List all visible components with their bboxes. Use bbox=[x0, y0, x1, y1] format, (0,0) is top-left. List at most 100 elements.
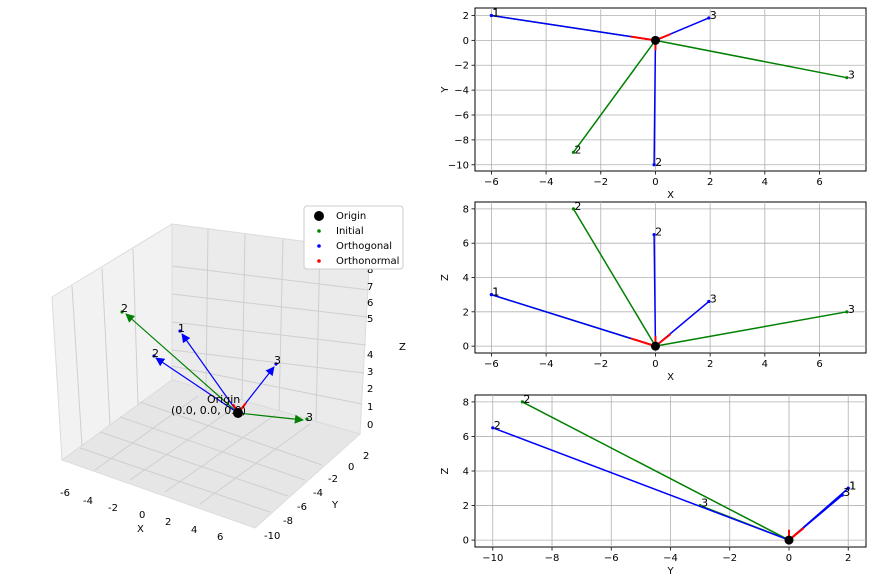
legend-initial: Initial bbox=[336, 226, 364, 237]
point-label: 2 bbox=[574, 143, 581, 156]
point-label: 3 bbox=[843, 486, 850, 499]
y-tick-label: 0 bbox=[463, 36, 469, 47]
series-initial-point bbox=[845, 310, 849, 314]
legend-origin-marker bbox=[314, 211, 324, 221]
point-label: 2 bbox=[655, 226, 662, 239]
x-axis-label-3d: X bbox=[137, 524, 144, 535]
y-tick-label: 6 bbox=[463, 432, 469, 443]
series-orthogonal-point bbox=[840, 493, 844, 497]
svg-text:-10: -10 bbox=[264, 531, 280, 542]
series-initial-segment bbox=[655, 39, 848, 79]
y-tick-label: 0 bbox=[463, 536, 469, 547]
origin-point-3d bbox=[233, 408, 243, 418]
vec3d-label: 2 bbox=[152, 347, 159, 360]
series-initial-point bbox=[845, 76, 849, 80]
x-tick-label: 2 bbox=[707, 359, 713, 370]
origin-point bbox=[650, 341, 660, 351]
series-initial-point bbox=[571, 150, 576, 154]
x-tick-label: −2 bbox=[722, 553, 737, 564]
x-tick-label: −10 bbox=[482, 553, 503, 564]
point-label: 3 bbox=[701, 497, 708, 510]
y-tick-label: 2 bbox=[463, 307, 469, 318]
svg-text:0: 0 bbox=[348, 462, 354, 473]
chart-3d: 2 1 2 3 3 Origin (0.0, 0.0, 0.0) -6 -4 -… bbox=[51, 205, 406, 543]
y-axis-label: Y bbox=[440, 86, 451, 94]
series-orthogonal-segment bbox=[492, 427, 790, 541]
svg-text:-2: -2 bbox=[328, 474, 338, 485]
series-initial-segment bbox=[655, 311, 847, 347]
series-orthogonal-segment bbox=[653, 40, 657, 165]
svg-text:-6: -6 bbox=[297, 502, 307, 513]
y-tick-label: −4 bbox=[454, 86, 469, 97]
series-initial-segment bbox=[572, 208, 657, 347]
x-axis-label: Y bbox=[666, 566, 674, 577]
y-axis-label: Z bbox=[440, 467, 451, 474]
point-label: 2 bbox=[494, 419, 501, 432]
x-tick-label: 0 bbox=[652, 177, 658, 188]
svg-text:4: 4 bbox=[191, 525, 197, 536]
series-initial-segment bbox=[572, 39, 657, 153]
series-initial-point bbox=[571, 207, 576, 211]
y-tick-label: 2 bbox=[463, 11, 469, 22]
point3d bbox=[274, 362, 278, 366]
origin-point bbox=[650, 35, 660, 45]
point-label: 1 bbox=[849, 479, 856, 492]
x-tick-label: −2 bbox=[593, 359, 608, 370]
series-orthogonal-point bbox=[491, 426, 495, 430]
series-orthogonal-point bbox=[652, 163, 656, 167]
x-tick-label: −4 bbox=[539, 359, 554, 370]
legend-orthonormal-marker bbox=[317, 259, 321, 263]
svg-text:8: 8 bbox=[367, 265, 373, 276]
legend-orthonormal: Orthonormal bbox=[336, 256, 399, 267]
series-orthogonal-point bbox=[489, 13, 494, 18]
x-tick-label: −4 bbox=[663, 553, 678, 564]
svg-text:2: 2 bbox=[363, 451, 369, 462]
svg-text:6: 6 bbox=[217, 532, 223, 543]
x-tick-label: −4 bbox=[539, 177, 554, 188]
legend-initial-marker bbox=[317, 229, 321, 233]
svg-text:7: 7 bbox=[367, 282, 373, 293]
y-tick-label: 0 bbox=[463, 342, 469, 353]
y-ticks-3d: 2 0 -2 -4 -6 -8 -10 bbox=[264, 451, 369, 542]
vec3d-initial-2 bbox=[125, 313, 239, 414]
svg-text:6: 6 bbox=[367, 298, 373, 309]
y-tick-label: 4 bbox=[463, 467, 469, 478]
vec3d-label: 2 bbox=[121, 302, 128, 315]
x-axis-label: X bbox=[667, 372, 674, 383]
y-tick-label: 4 bbox=[463, 273, 469, 284]
x-tick-label: −8 bbox=[545, 553, 560, 564]
svg-text:5: 5 bbox=[367, 314, 373, 325]
point-label: 1 bbox=[492, 286, 499, 299]
vec3d-label: 1 bbox=[178, 322, 185, 335]
svg-text:0: 0 bbox=[139, 510, 145, 521]
y-tick-label: −10 bbox=[448, 160, 469, 171]
series-orthogonal-point bbox=[707, 299, 711, 304]
y-tick-label: 6 bbox=[463, 239, 469, 250]
svg-text:-6: -6 bbox=[60, 488, 70, 499]
svg-text:0: 0 bbox=[367, 420, 373, 431]
y-tick-label: 8 bbox=[463, 397, 469, 408]
series-initial-point bbox=[520, 400, 524, 404]
legend-origin: Origin bbox=[336, 211, 366, 222]
x-tick-label: 2 bbox=[707, 177, 713, 188]
y-tick-label: 2 bbox=[463, 501, 469, 512]
series-orthogonal-segment bbox=[491, 14, 656, 42]
y-tick-label: −2 bbox=[454, 61, 469, 72]
point-label: 1 bbox=[492, 286, 499, 299]
y-tick-label: −8 bbox=[454, 135, 469, 146]
y-tick-label: 8 bbox=[463, 204, 469, 215]
point-label: 1 bbox=[492, 6, 499, 19]
x-tick-label: 6 bbox=[816, 359, 822, 370]
series-orthogonal-segment bbox=[491, 293, 656, 347]
point-label: 1 bbox=[849, 479, 856, 492]
series-orthogonal-segment bbox=[653, 234, 657, 347]
vec3d-initial-3 bbox=[237, 412, 304, 424]
svg-text:-8: -8 bbox=[283, 516, 293, 527]
vec3d-label: 3 bbox=[306, 411, 313, 424]
x-ticks-3d: -6 -4 -2 0 2 4 6 bbox=[60, 488, 223, 543]
z-axis-label-3d: Z bbox=[399, 342, 406, 353]
